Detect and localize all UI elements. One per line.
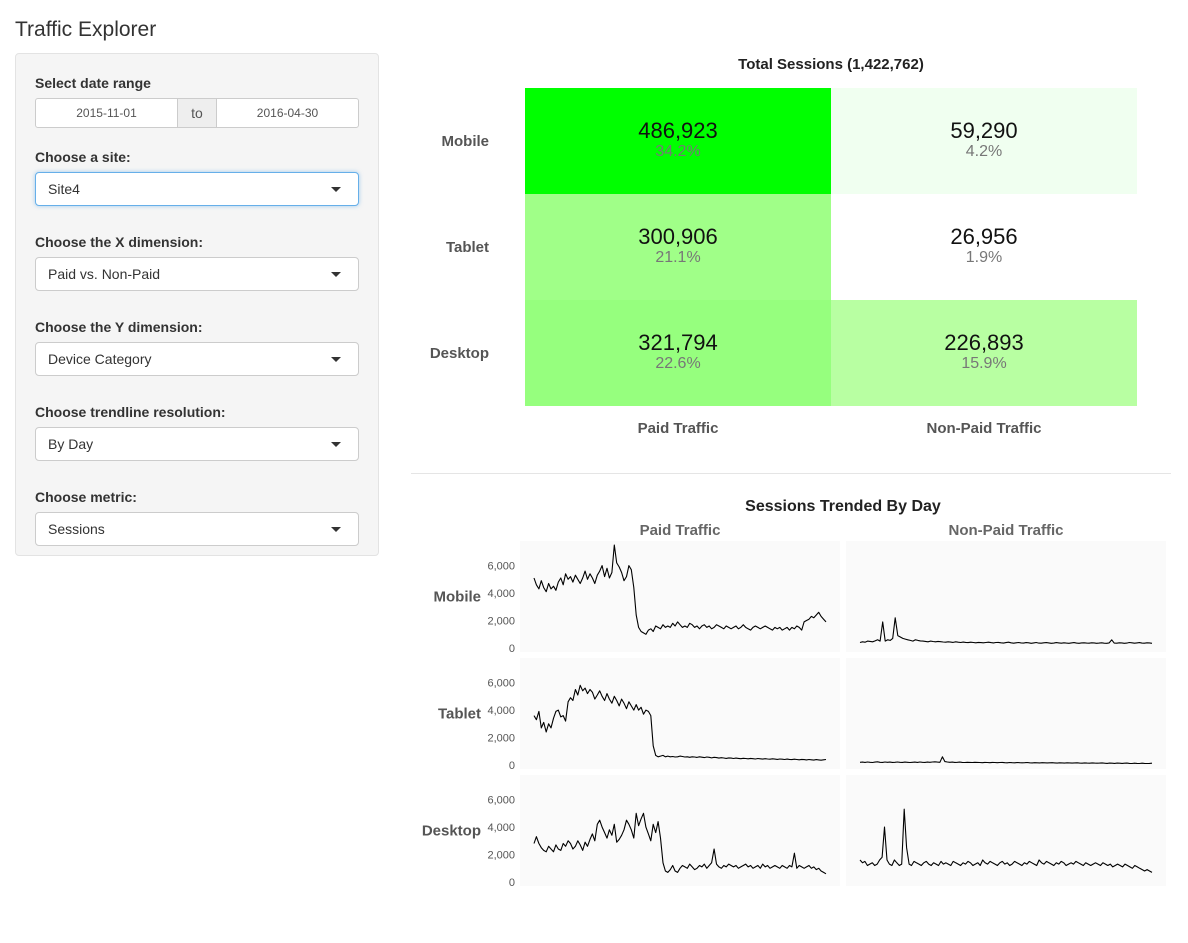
site-label: Choose a site:	[35, 149, 131, 165]
heatmap-cell-pct: 21.1%	[655, 249, 700, 266]
heatmap-cell-value: 321,794	[638, 330, 718, 355]
y-tick-label: 0	[509, 877, 515, 889]
date-range-separator: to	[178, 98, 216, 128]
x-dimension-select[interactable]: Paid vs. Non-Paid	[35, 257, 359, 291]
heatmap-row-label: Mobile	[442, 133, 490, 150]
y-tick-label: 4,000	[487, 588, 515, 600]
sidebar-panel: Select date range 2015-11-01 to 2016-04-…	[15, 53, 379, 556]
heatmap-title: Total Sessions (1,422,762)	[738, 56, 924, 73]
resolution-label: Choose trendline resolution:	[35, 404, 226, 420]
heatmap-cell	[831, 88, 1137, 194]
y-tick-label: 2,000	[487, 733, 515, 745]
trend-column-label: Paid Traffic	[640, 522, 721, 539]
heatmap-cell	[525, 194, 831, 300]
caret-down-icon	[331, 527, 341, 532]
trend-panel	[846, 658, 1166, 769]
heatmap-cell-value: 486,923	[638, 118, 718, 143]
caret-down-icon	[331, 442, 341, 447]
x-dimension-label: Choose the X dimension:	[35, 234, 204, 250]
metric-select-value: Sessions	[48, 521, 105, 537]
resolution-select-value: By Day	[48, 436, 94, 452]
trend-row-label: Mobile	[434, 589, 482, 606]
trend-line	[533, 544, 827, 635]
y-tick-label: 0	[509, 643, 515, 655]
start-date-input[interactable]: 2015-11-01	[35, 98, 178, 128]
heatmap-cell	[525, 88, 831, 194]
date-range-input: 2015-11-01 to 2016-04-30	[35, 98, 359, 128]
heatmap-cell-pct: 15.9%	[961, 355, 1006, 372]
trend-row-label: Desktop	[422, 823, 481, 840]
y-tick-label: 2,000	[487, 850, 515, 862]
y-dimension-select[interactable]: Device Category	[35, 342, 359, 376]
caret-down-icon	[331, 357, 341, 362]
heatmap-row-label: Tablet	[446, 239, 489, 256]
y-tick-label: 0	[509, 760, 515, 772]
trend-line	[533, 812, 827, 875]
y-tick-label: 6,000	[487, 795, 515, 807]
caret-down-icon	[331, 187, 341, 192]
heatmap-cell	[831, 300, 1137, 406]
section-divider	[411, 473, 1171, 474]
heatmap-cell-value: 226,893	[944, 330, 1024, 355]
sessions-heatmap: Total Sessions (1,422,762)Mobile 486,9233…	[430, 56, 1137, 437]
y-tick-label: 4,000	[487, 705, 515, 717]
trend-line	[859, 808, 1153, 873]
heatmap-cell-value: 300,906	[638, 224, 718, 249]
heatmap-column-label: Paid Traffic	[638, 420, 719, 437]
app-title: Traffic Explorer	[15, 18, 157, 41]
date-range-label: Select date range	[35, 75, 151, 91]
trend-panel	[846, 775, 1166, 886]
trend-title: Sessions Trended By Day	[745, 498, 941, 515]
y-tick-label: 6,000	[487, 678, 515, 690]
heatmap-cell-value: 59,290	[950, 118, 1017, 143]
trend-line	[859, 756, 1153, 765]
y-tick-label: 2,000	[487, 616, 515, 628]
heatmap-row-label: Desktop	[430, 345, 489, 362]
metric-select[interactable]: Sessions	[35, 512, 359, 546]
heatmap-cell-pct: 34.2%	[655, 143, 700, 160]
heatmap-cell-pct: 22.6%	[655, 355, 700, 372]
y-tick-label: 6,000	[487, 561, 515, 573]
heatmap-cell	[831, 194, 1137, 300]
trend-panel	[520, 658, 840, 769]
sessions-trend-chart: Sessions Trended By Day Paid Traffic Non-P…	[422, 498, 1166, 889]
y-dimension-select-value: Device Category	[48, 351, 152, 367]
end-date-input[interactable]: 2016-04-30	[216, 98, 359, 128]
y-tick-label: 4,000	[487, 822, 515, 834]
heatmap-cell-pct: 1.9%	[966, 249, 1002, 266]
trend-panel	[846, 541, 1166, 652]
site-select[interactable]: Site4	[35, 172, 359, 206]
metric-label: Choose metric:	[35, 489, 137, 505]
resolution-select[interactable]: By Day	[35, 427, 359, 461]
trend-column-label: Non-Paid Traffic	[948, 522, 1063, 539]
trend-panel	[520, 541, 840, 652]
caret-down-icon	[331, 272, 341, 277]
x-dimension-select-value: Paid vs. Non-Paid	[48, 266, 161, 282]
trend-line	[533, 684, 827, 761]
heatmap-cell-value: 26,956	[950, 224, 1017, 249]
trend-row-label: Tablet	[438, 706, 481, 723]
heatmap-cell	[525, 300, 831, 406]
site-select-value: Site4	[48, 181, 80, 197]
y-dimension-label: Choose the Y dimension:	[35, 319, 203, 335]
heatmap-cell-pct: 4.2%	[966, 143, 1002, 160]
trend-line	[859, 617, 1153, 644]
heatmap-column-label: Non-Paid Traffic	[926, 420, 1041, 437]
